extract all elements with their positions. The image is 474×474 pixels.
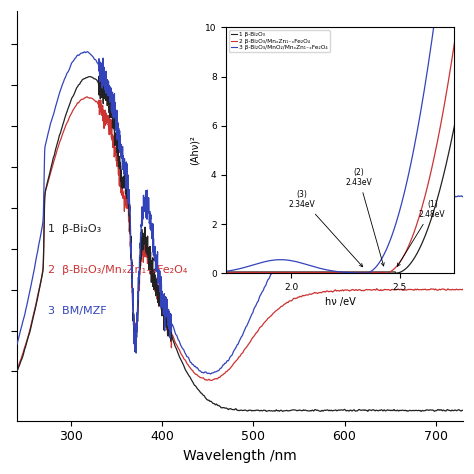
Text: 3  BM/MZF: 3 BM/MZF xyxy=(48,306,107,316)
Text: 1  β-Bi₂O₃: 1 β-Bi₂O₃ xyxy=(48,224,101,234)
X-axis label: Wavelength /nm: Wavelength /nm xyxy=(183,449,297,463)
Text: 2  β-Bi₂O₃/MnₓZn₁₋ₓFe₂O₄: 2 β-Bi₂O₃/MnₓZn₁₋ₓFe₂O₄ xyxy=(48,265,187,275)
